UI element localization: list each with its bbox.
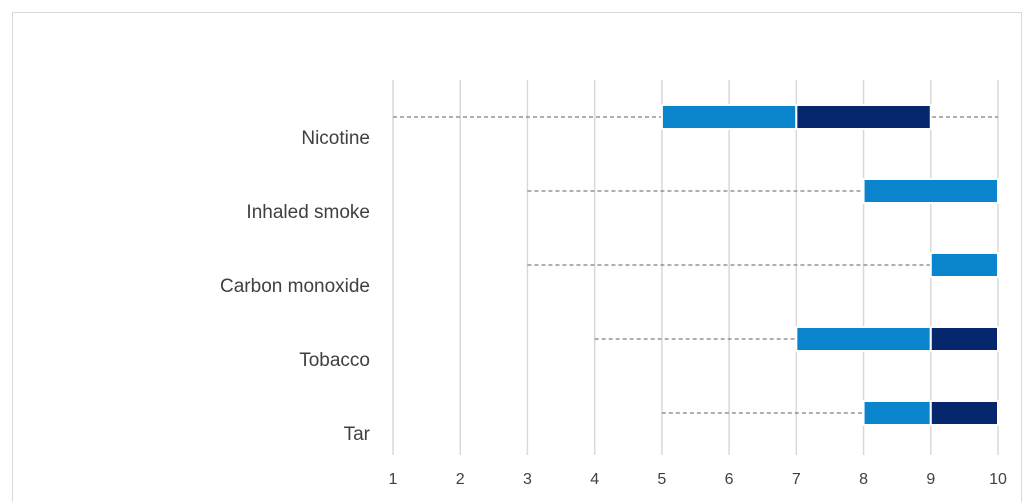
bar-light-2 xyxy=(929,252,999,278)
x-tick-label-1: 1 xyxy=(389,471,398,488)
x-tick-label-6: 6 xyxy=(725,471,734,488)
category-label-1: Inhaled smoke xyxy=(246,202,370,223)
bar-light-3 xyxy=(795,326,932,352)
x-tick-label-4: 4 xyxy=(590,471,599,488)
bars xyxy=(660,104,999,426)
category-label-4: Tar xyxy=(344,424,371,445)
bar-light-4 xyxy=(862,400,932,426)
bar-light-1 xyxy=(862,178,999,204)
x-tick-label-8: 8 xyxy=(859,471,868,488)
x-tick-label-9: 9 xyxy=(926,471,935,488)
chart-frame xyxy=(12,12,1022,502)
bar-dark-4 xyxy=(929,400,999,426)
category-labels: Nicotine Inhaled smoke Carbon monoxide Toba… xyxy=(220,128,371,445)
x-tick-label-5: 5 xyxy=(657,471,666,488)
bar-light-0 xyxy=(660,104,798,130)
x-tick-label-2: 2 xyxy=(456,471,465,488)
range-lines xyxy=(393,116,998,414)
gridlines xyxy=(392,80,999,455)
category-label-2: Carbon monoxide xyxy=(220,276,370,297)
x-tick-labels: 1 2 3 4 5 6 7 8 9 10 xyxy=(389,471,1007,488)
category-label-3: Tobacco xyxy=(299,350,370,371)
bar-dark-0 xyxy=(795,104,932,130)
x-tick-label-3: 3 xyxy=(523,471,532,488)
category-label-0: Nicotine xyxy=(301,128,370,149)
x-tick-label-10: 10 xyxy=(989,471,1007,488)
bar-dark-3 xyxy=(929,326,999,352)
x-tick-label-7: 7 xyxy=(792,471,801,488)
